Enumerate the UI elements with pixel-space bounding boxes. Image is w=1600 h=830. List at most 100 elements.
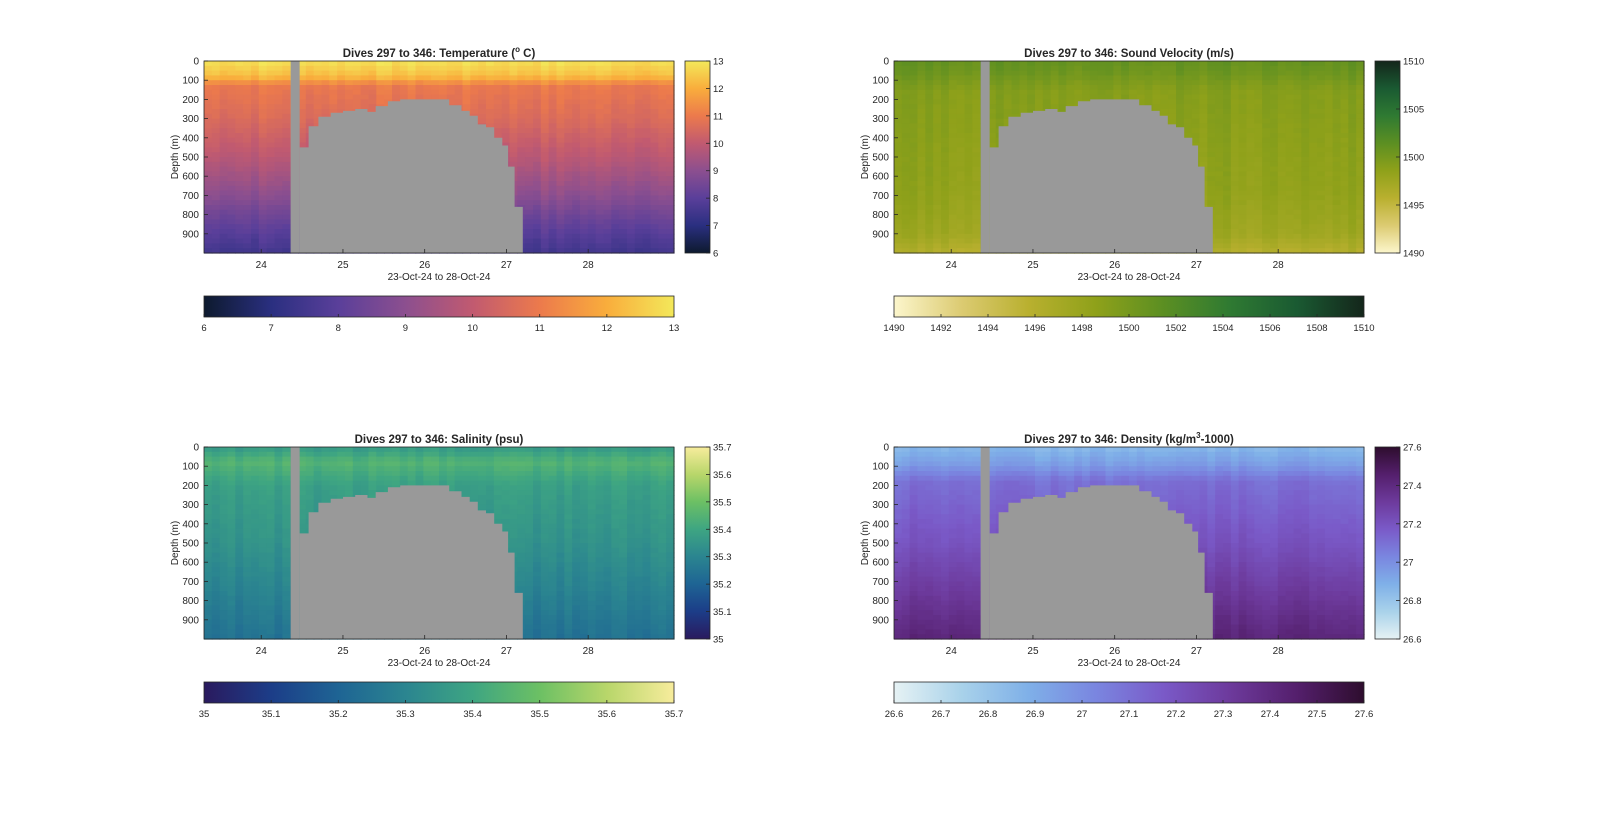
- heatmap-cell: [634, 142, 644, 148]
- heatmap-cell: [1199, 161, 1208, 168]
- heatmap-cell: [227, 205, 236, 211]
- heatmap-cell: [540, 75, 550, 81]
- heatmap-cell: [525, 229, 534, 235]
- heatmap-cell: [1129, 94, 1138, 100]
- heatmap-cell: [1223, 224, 1232, 230]
- heatmap-cell: [666, 243, 675, 249]
- heatmap-cell: [251, 65, 260, 72]
- heatmap-cell: [1277, 94, 1287, 100]
- heatmap-cell: [493, 128, 503, 134]
- heatmap-cell: [384, 85, 393, 91]
- heatmap-cell: [1238, 89, 1248, 96]
- heatmap-cell: [909, 137, 919, 144]
- heatmap-cell: [642, 104, 652, 110]
- heatmap-cell: [587, 61, 597, 67]
- heatmap-cell: [251, 181, 260, 187]
- heatmap-cell: [1348, 104, 1357, 110]
- heatmap-cell: [627, 70, 636, 76]
- heatmap-cell: [204, 190, 213, 196]
- heatmap-cell: [603, 94, 612, 100]
- heatmap-cell: [603, 200, 612, 206]
- heatmap-cell: [1207, 166, 1216, 172]
- heatmap-cell: [964, 195, 973, 201]
- heatmap-cell: [603, 128, 612, 134]
- heatmap-cell: [227, 109, 236, 115]
- heatmap-cell: [988, 94, 997, 100]
- heatmap-cell: [642, 176, 652, 182]
- heatmap-cell: [446, 65, 456, 72]
- heatmap-cell: [642, 233, 652, 240]
- heatmap-cell: [941, 70, 950, 76]
- heatmap-cell: [956, 94, 966, 100]
- heatmap-cell: [313, 65, 323, 72]
- heatmap-cell: [1011, 104, 1020, 110]
- heatmap-cell: [933, 123, 942, 129]
- heatmap-cell: [204, 89, 213, 96]
- heatmap-cell: [972, 214, 981, 220]
- heatmap-cell: [1058, 94, 1067, 100]
- heatmap-cell: [666, 209, 675, 216]
- heatmap-cell: [548, 94, 558, 100]
- heatmap-cell: [603, 205, 612, 211]
- heatmap-cell: [894, 94, 903, 100]
- heatmap-cell: [658, 238, 667, 244]
- heatmap-cell: [1262, 99, 1271, 105]
- heatmap-cell: [595, 89, 605, 96]
- heatmap-cell: [666, 233, 675, 240]
- heatmap-cell: [587, 209, 597, 216]
- heatmap-cell: [948, 70, 958, 76]
- heatmap-cell: [1136, 70, 1146, 76]
- heatmap-cell: [1050, 75, 1060, 81]
- heatmap-cell: [219, 123, 229, 129]
- x-tick-label: 24: [256, 260, 268, 271]
- heatmap-cell: [211, 243, 221, 249]
- x-tick-label: 27: [1191, 260, 1203, 271]
- heatmap-cell: [219, 75, 229, 81]
- heatmap-cell: [1191, 61, 1201, 67]
- heatmap-cell: [619, 61, 628, 67]
- heatmap-cell: [1317, 118, 1326, 124]
- heatmap-cell: [1238, 233, 1248, 240]
- heatmap-cell: [1340, 99, 1349, 105]
- heatmap-cell: [650, 157, 659, 163]
- heatmap-cell: [1277, 205, 1287, 211]
- heatmap-cell: [1199, 128, 1208, 134]
- heatmap-cell: [1121, 80, 1130, 86]
- heatmap-cell: [1254, 61, 1263, 67]
- heatmap-cell: [666, 161, 675, 168]
- heatmap-cell: [282, 152, 291, 158]
- heatmap-cell: [454, 80, 464, 86]
- heatmap-cell: [1223, 229, 1232, 235]
- heatmap-cell: [1215, 75, 1224, 81]
- heatmap-cell: [1105, 85, 1114, 91]
- heatmap-cell: [1277, 75, 1287, 81]
- heatmap-cell: [548, 195, 558, 201]
- heatmap-cell: [642, 113, 652, 120]
- heatmap-cell: [1238, 147, 1248, 153]
- heatmap-cell: [1348, 113, 1357, 120]
- heatmap-cell: [1317, 229, 1326, 235]
- heatmap-cell: [564, 229, 573, 235]
- heatmap-cell: [909, 229, 919, 235]
- heatmap-cell: [650, 118, 659, 124]
- heatmap-cell: [556, 214, 565, 220]
- heatmap-cell: [211, 128, 221, 134]
- heatmap-cell: [1317, 243, 1326, 249]
- heatmap-cell: [251, 185, 260, 192]
- heatmap-cell: [564, 104, 573, 110]
- heatmap-cell: [525, 195, 534, 201]
- heatmap-cell: [243, 61, 252, 67]
- heatmap-cell: [282, 233, 291, 240]
- heatmap-cell: [894, 243, 903, 249]
- heatmap-cell: [587, 147, 597, 153]
- heatmap-cell: [266, 185, 276, 192]
- heatmap-cell: [321, 109, 330, 115]
- heatmap-cell: [1230, 85, 1240, 91]
- heatmap-cell: [1230, 205, 1240, 211]
- heatmap-cell: [901, 118, 911, 124]
- heatmap-cell: [1207, 147, 1216, 153]
- heatmap-cell: [1324, 85, 1334, 91]
- heatmap-cell: [1285, 104, 1295, 110]
- heatmap-cell: [407, 61, 417, 67]
- heatmap-cell: [634, 70, 644, 76]
